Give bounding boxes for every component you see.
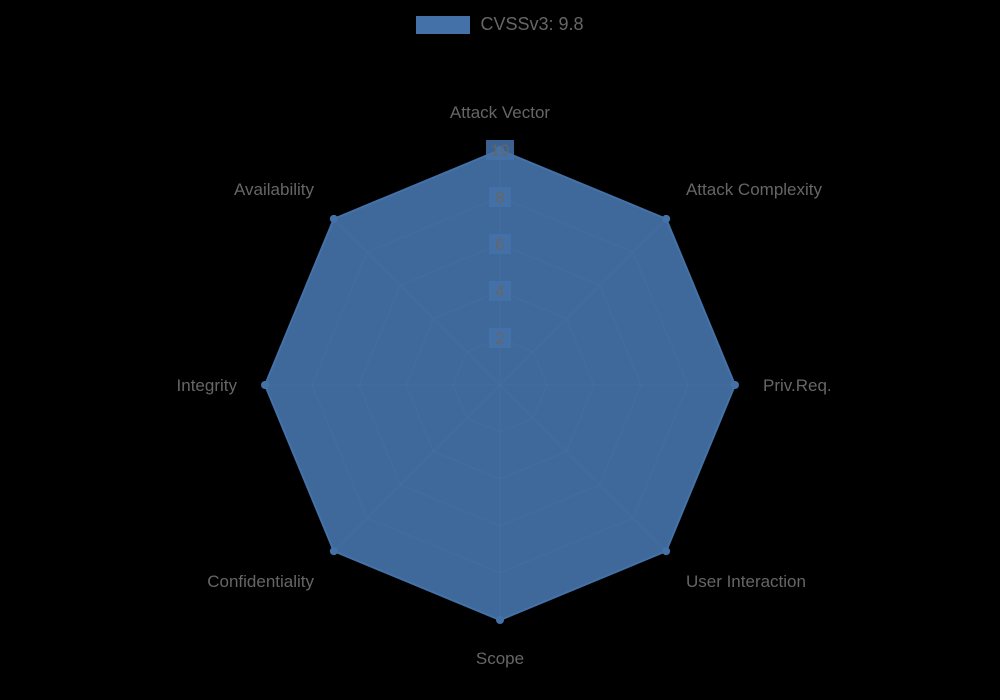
axis-label: User Interaction <box>686 572 806 591</box>
tick-label: 4 <box>495 282 504 301</box>
axis-label: Attack Complexity <box>686 180 823 199</box>
tick-label: 6 <box>495 235 504 254</box>
axis-label: Attack Vector <box>450 103 550 122</box>
axis-label: Availability <box>234 180 315 199</box>
tick-label: 2 <box>495 329 504 348</box>
legend-swatch <box>416 16 470 34</box>
axis-label: Confidentiality <box>207 572 314 591</box>
radar-svg: 2 4 6 8 10 Attack Vector Attack Complexity Priv… <box>0 0 1000 700</box>
tick-label: 10 <box>491 141 510 160</box>
axis-label: Scope <box>476 649 524 668</box>
radar-chart: CVSSv3: 9.8 2 4 6 8 10 Attack Vector Attack Co… <box>0 0 1000 700</box>
axis-label: Integrity <box>177 376 238 395</box>
tick-label: 8 <box>495 188 504 207</box>
legend-label: CVSSv3: 9.8 <box>480 14 583 35</box>
axis-label: Priv.Req. <box>763 376 832 395</box>
legend: CVSSv3: 9.8 <box>0 14 1000 39</box>
